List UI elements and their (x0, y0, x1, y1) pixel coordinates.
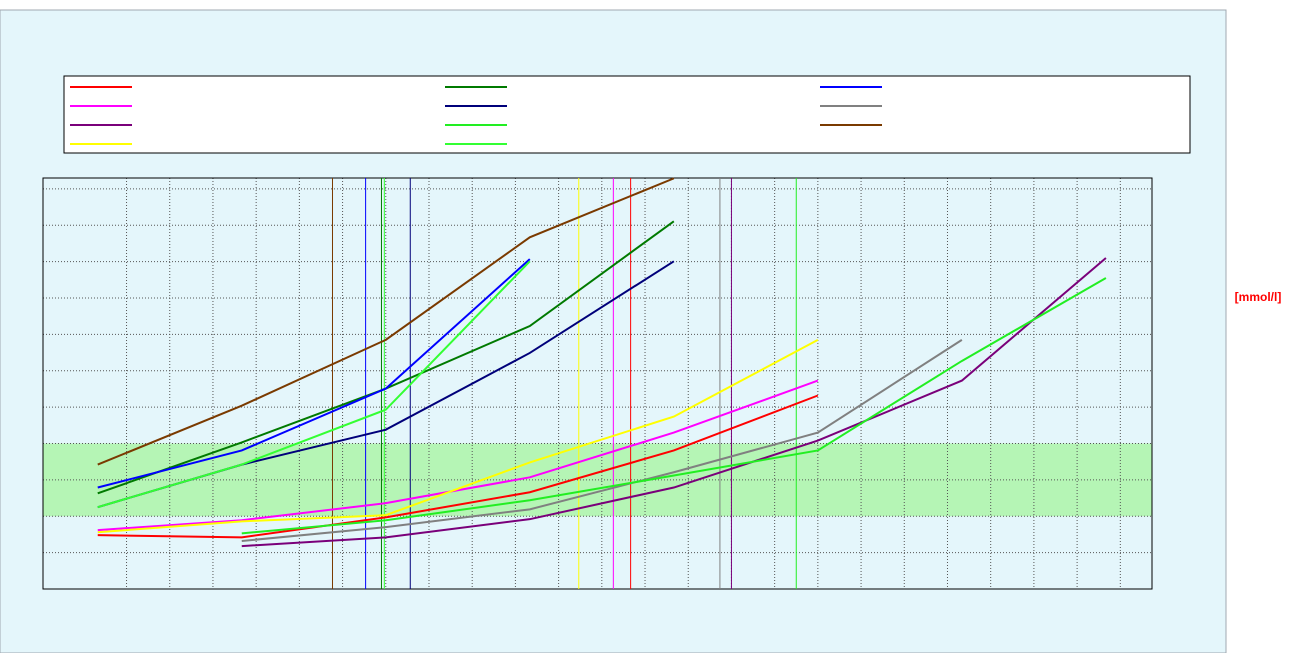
plot-area (43, 178, 1152, 589)
legend-box (63, 75, 1191, 154)
series-line (241, 277, 1107, 535)
series-line (241, 339, 963, 542)
series-line (97, 379, 819, 532)
plot-frame (42, 177, 1153, 590)
y-unit-label: [mmol/l] (1235, 290, 1282, 304)
series-line (97, 260, 531, 509)
series-line (241, 257, 1107, 548)
series-line (97, 177, 675, 466)
series-line (97, 394, 819, 539)
series-line (97, 338, 819, 534)
series-line (97, 258, 531, 489)
